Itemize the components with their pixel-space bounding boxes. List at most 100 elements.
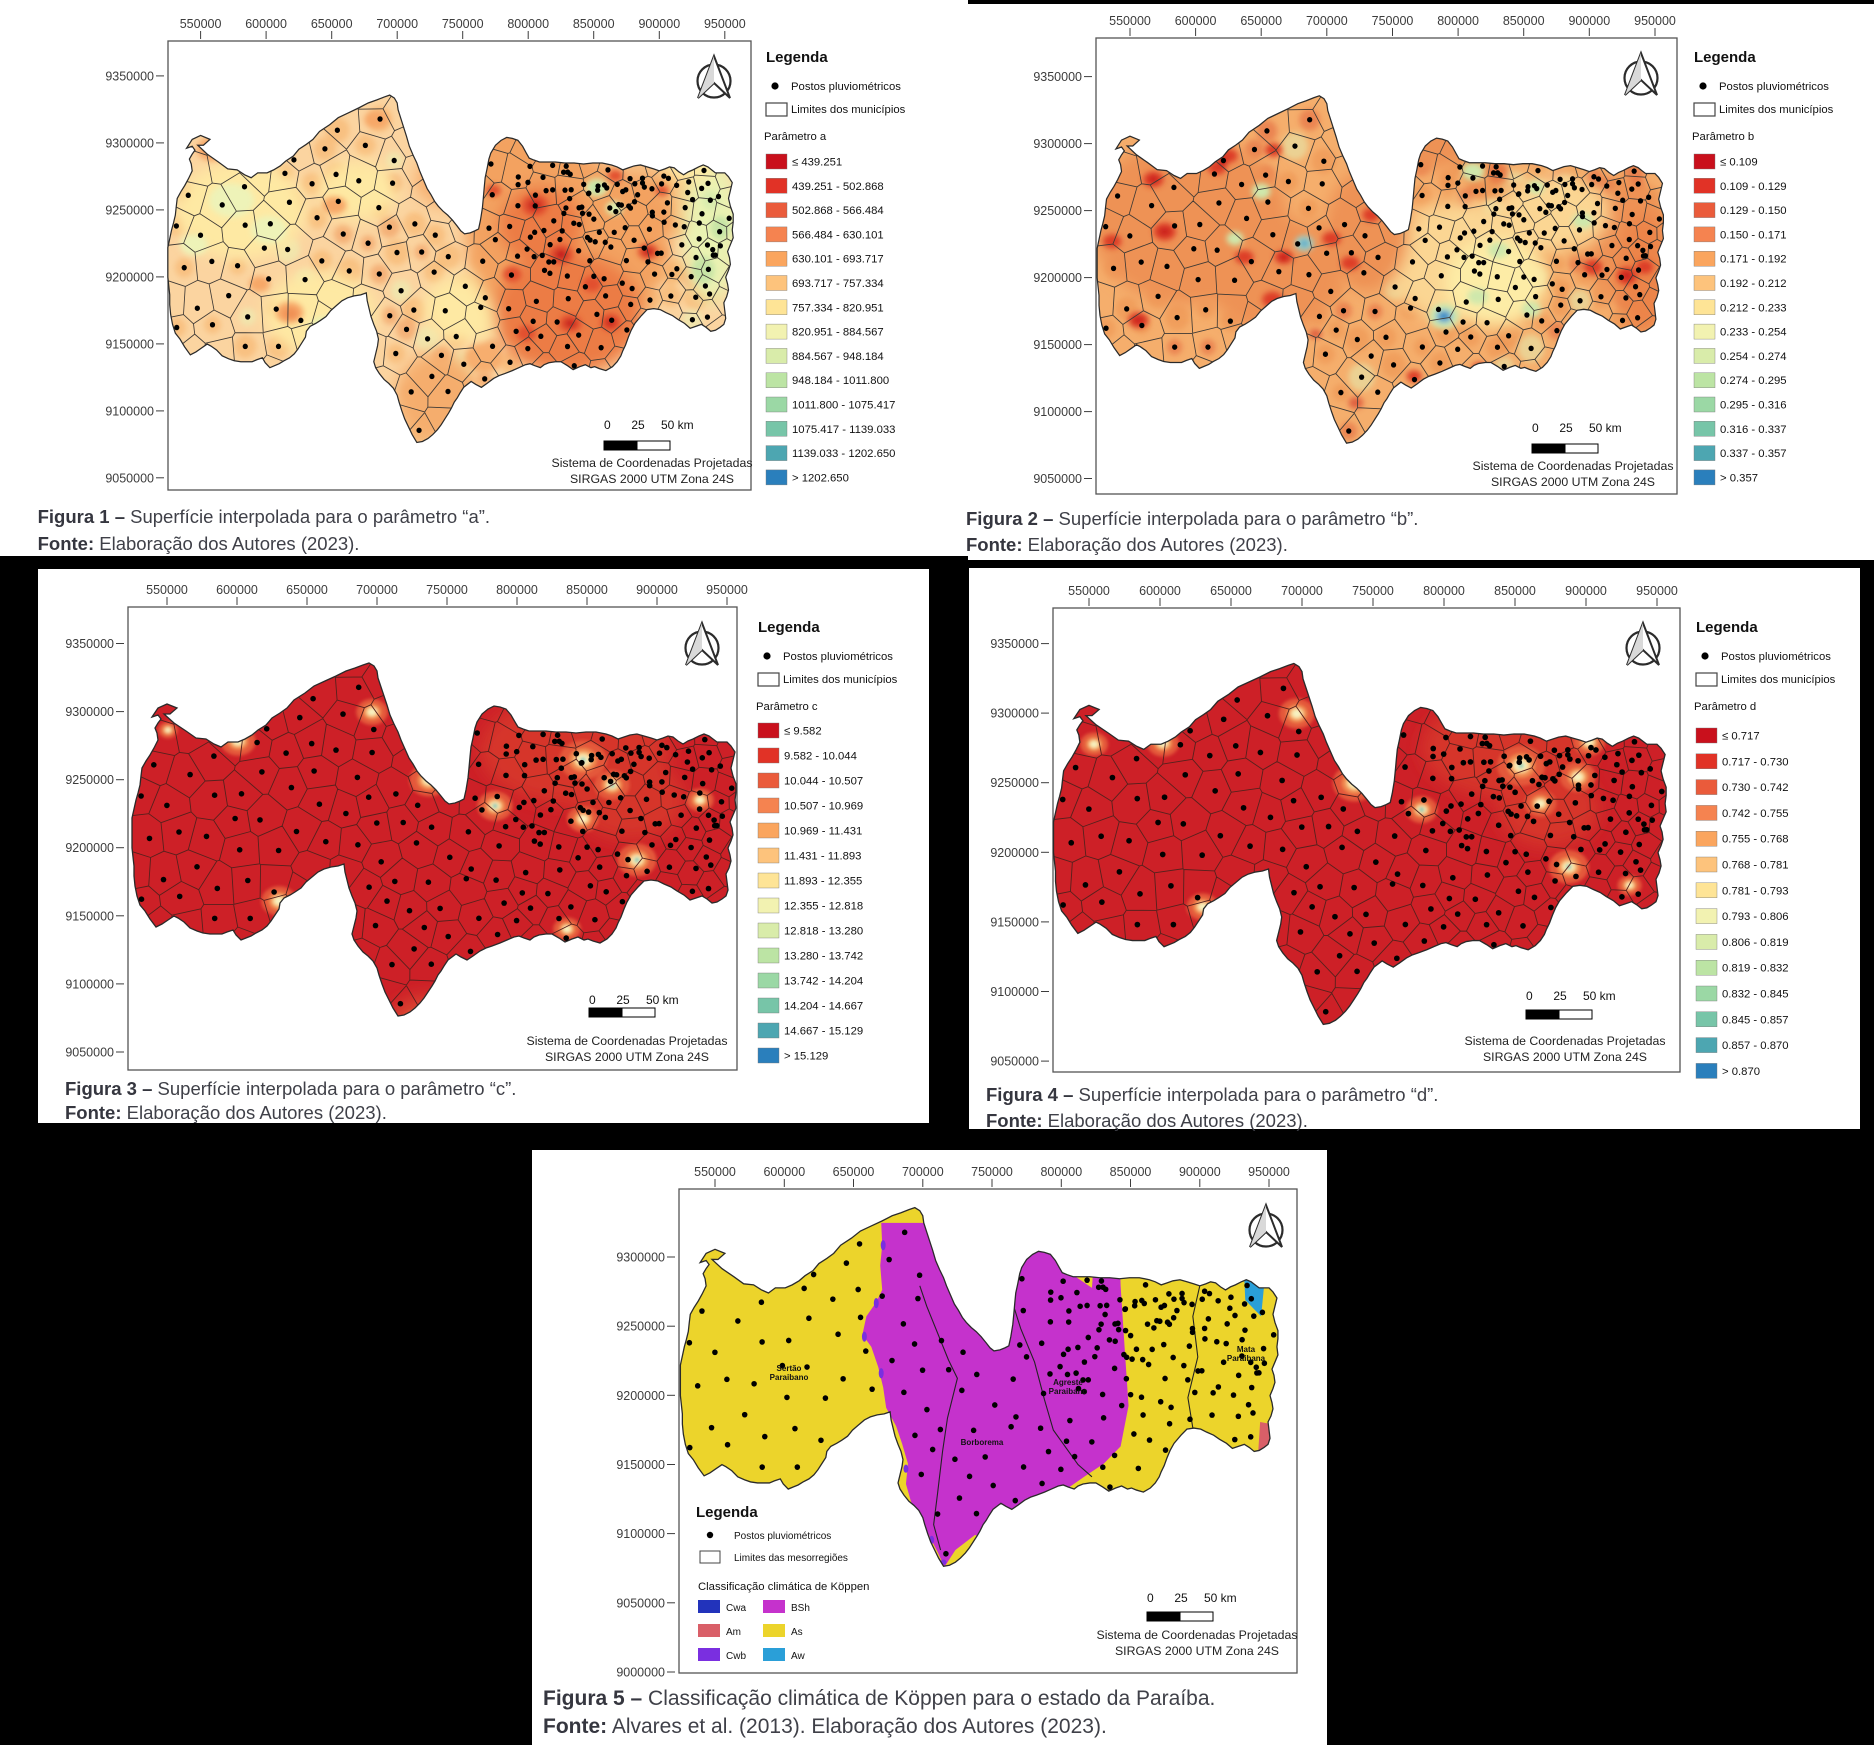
svg-text:750000: 750000 (1372, 14, 1414, 28)
svg-text:Limites dos municípios: Limites dos municípios (1719, 104, 1834, 116)
svg-text:850000: 850000 (566, 583, 608, 597)
svg-text:0.755 - 0.768: 0.755 - 0.768 (1722, 834, 1789, 846)
svg-text:950000: 950000 (706, 583, 748, 597)
svg-text:9100000: 9100000 (616, 1527, 665, 1541)
svg-text:9300000: 9300000 (65, 705, 114, 719)
svg-text:Fonte: Elaboração dos Autores: Fonte: Elaboração dos Autores (2023). (966, 534, 1288, 555)
svg-text:Paraibano: Paraibano (1049, 1387, 1088, 1396)
svg-text:Paraibano: Paraibano (770, 1373, 809, 1382)
svg-text:Sertão: Sertão (777, 1364, 802, 1373)
svg-text:502.868 - 566.484: 502.868 - 566.484 (792, 205, 884, 217)
svg-text:800000: 800000 (1437, 14, 1479, 28)
svg-text:700000: 700000 (1281, 584, 1323, 598)
svg-text:820.951 - 884.567: 820.951 - 884.567 (792, 327, 884, 339)
svg-text:9150000: 9150000 (990, 915, 1039, 929)
svg-text:≤ 439.251: ≤ 439.251 (792, 157, 842, 169)
svg-text:Figura 1 – Superfície interpol: Figura 1 – Superfície interpolada para o… (38, 506, 490, 527)
svg-text:700000: 700000 (376, 17, 418, 31)
svg-text:800000: 800000 (1423, 584, 1465, 598)
svg-text:0.254 - 0.274: 0.254 - 0.274 (1720, 351, 1787, 363)
svg-text:Figura 5 – Classificação climá: Figura 5 – Classificação climática de Kö… (543, 1687, 1215, 1710)
svg-text:0.781 - 0.793: 0.781 - 0.793 (1722, 885, 1789, 897)
svg-text:9000000: 9000000 (616, 1666, 665, 1680)
svg-text:0.768 - 0.781: 0.768 - 0.781 (1722, 860, 1789, 872)
svg-text:9150000: 9150000 (1033, 338, 1082, 352)
svg-text:9200000: 9200000 (105, 270, 154, 284)
svg-text:9200000: 9200000 (65, 841, 114, 855)
svg-text:BSh: BSh (791, 1603, 810, 1614)
svg-text:9250000: 9250000 (990, 776, 1039, 790)
svg-text:25: 25 (1174, 1591, 1188, 1605)
svg-text:As: As (791, 1627, 803, 1638)
svg-text:900000: 900000 (1565, 584, 1607, 598)
svg-text:11.893 - 12.355: 11.893 - 12.355 (784, 876, 862, 888)
svg-text:600000: 600000 (1139, 584, 1181, 598)
svg-text:884.567 - 948.184: 884.567 - 948.184 (792, 351, 884, 363)
svg-text:≤ 0.109: ≤ 0.109 (1720, 157, 1758, 169)
svg-text:650000: 650000 (286, 583, 328, 597)
svg-text:50 km: 50 km (646, 993, 679, 1007)
svg-text:0.806 - 0.819: 0.806 - 0.819 (1722, 937, 1789, 949)
svg-text:950000: 950000 (704, 17, 746, 31)
svg-text:Figura 3 – Superfície interpol: Figura 3 – Superfície interpolada para o… (65, 1078, 516, 1099)
svg-text:9050000: 9050000 (1033, 472, 1082, 486)
svg-text:1011.800 - 1075.417: 1011.800 - 1075.417 (792, 400, 895, 412)
svg-text:SIRGAS 2000 UTM Zona 24S: SIRGAS 2000 UTM Zona 24S (570, 472, 734, 486)
svg-text:SIRGAS 2000 UTM Zona 24S: SIRGAS 2000 UTM Zona 24S (1491, 475, 1655, 489)
svg-text:550000: 550000 (146, 583, 188, 597)
svg-text:> 1202.650: > 1202.650 (792, 472, 849, 484)
svg-text:≤ 9.582: ≤ 9.582 (784, 726, 822, 738)
svg-text:14.204 - 14.667: 14.204 - 14.667 (784, 1001, 863, 1013)
svg-text:9150000: 9150000 (105, 337, 154, 351)
svg-text:9250000: 9250000 (65, 773, 114, 787)
svg-text:Limites das mesorregiões: Limites das mesorregiões (734, 1553, 848, 1564)
svg-text:> 0.870: > 0.870 (1722, 1066, 1760, 1078)
svg-text:9200000: 9200000 (990, 846, 1039, 860)
svg-text:600000: 600000 (245, 17, 287, 31)
svg-text:Limites dos municípios: Limites dos municípios (791, 104, 906, 116)
svg-text:12.818 - 13.280: 12.818 - 13.280 (784, 926, 863, 938)
svg-text:800000: 800000 (496, 583, 538, 597)
svg-text:900000: 900000 (636, 583, 678, 597)
svg-text:693.717 - 757.334: 693.717 - 757.334 (792, 278, 884, 290)
svg-text:9050000: 9050000 (990, 1055, 1039, 1069)
svg-text:439.251 - 502.868: 439.251 - 502.868 (792, 181, 884, 193)
svg-text:13.742 - 14.204: 13.742 - 14.204 (784, 976, 863, 988)
svg-text:Legenda: Legenda (758, 619, 820, 636)
svg-text:Fonte: Elaboração dos Autores: Fonte: Elaboração dos Autores (2023). (38, 533, 360, 554)
svg-text:900000: 900000 (1568, 14, 1610, 28)
svg-text:Postos pluviométricos: Postos pluviométricos (791, 81, 901, 93)
svg-text:13.280 - 13.742: 13.280 - 13.742 (784, 951, 863, 963)
svg-text:Figura 2 – Superfície interpol: Figura 2 – Superfície interpolada para o… (966, 508, 1418, 529)
svg-text:14.667 - 15.129: 14.667 - 15.129 (784, 1026, 863, 1038)
svg-text:Postos pluviométricos: Postos pluviométricos (1721, 651, 1831, 663)
svg-text:Legenda: Legenda (766, 49, 828, 66)
svg-text:Am: Am (726, 1627, 741, 1638)
svg-text:9100000: 9100000 (990, 985, 1039, 999)
svg-text:600000: 600000 (216, 583, 258, 597)
svg-text:9350000: 9350000 (1033, 70, 1082, 84)
svg-text:950000: 950000 (1636, 584, 1678, 598)
svg-text:9350000: 9350000 (65, 637, 114, 651)
svg-text:9250000: 9250000 (1033, 204, 1082, 218)
svg-text:600000: 600000 (763, 1165, 805, 1179)
svg-text:12.355 - 12.818: 12.355 - 12.818 (784, 901, 863, 913)
svg-text:Sistema de Coordenadas Projeta: Sistema de Coordenadas Projetadas (1473, 459, 1674, 473)
svg-text:900000: 900000 (638, 17, 680, 31)
svg-text:1075.417 - 1139.033: 1075.417 - 1139.033 (792, 424, 895, 436)
svg-text:0.109 - 0.129: 0.109 - 0.129 (1720, 181, 1787, 193)
svg-text:Fonte: Alvares et al. (2013).: Fonte: Alvares et al. (2013). Elaboração… (543, 1715, 1107, 1738)
svg-text:0.845 - 0.857: 0.845 - 0.857 (1722, 1014, 1789, 1026)
svg-text:25: 25 (1553, 989, 1567, 1003)
svg-text:757.334 - 820.951: 757.334 - 820.951 (792, 302, 884, 314)
svg-text:25: 25 (616, 993, 630, 1007)
svg-text:Postos pluviométricos: Postos pluviométricos (1719, 81, 1829, 93)
svg-text:630.101 - 693.717: 630.101 - 693.717 (792, 254, 884, 266)
svg-text:0.819 - 0.832: 0.819 - 0.832 (1722, 963, 1789, 975)
svg-text:566.484 - 630.101: 566.484 - 630.101 (792, 229, 884, 241)
svg-text:9050000: 9050000 (65, 1046, 114, 1060)
svg-text:0.129 - 0.150: 0.129 - 0.150 (1720, 205, 1787, 217)
svg-text:Mata: Mata (1237, 1345, 1256, 1354)
svg-text:750000: 750000 (1352, 584, 1394, 598)
svg-text:10.044 - 10.507: 10.044 - 10.507 (784, 776, 863, 788)
